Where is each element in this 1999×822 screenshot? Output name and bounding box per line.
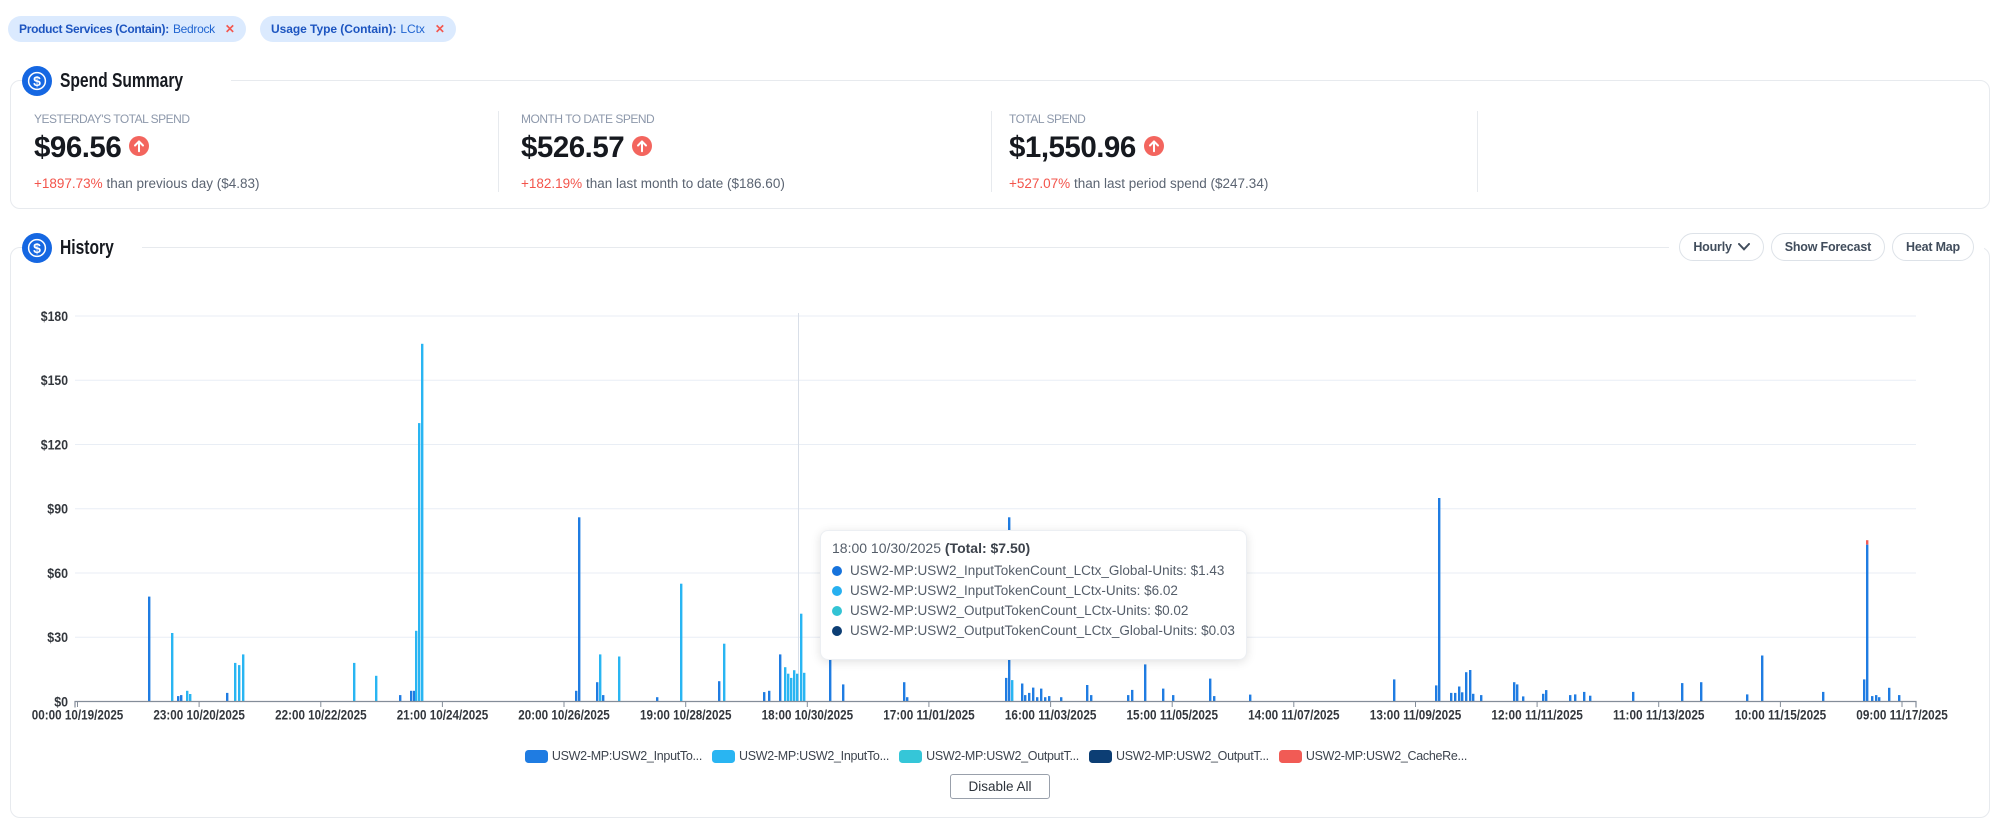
svg-text:$: $ — [33, 73, 41, 89]
svg-text:20:00 10/26/2025: 20:00 10/26/2025 — [518, 707, 610, 723]
svg-text:16:00 11/03/2025: 16:00 11/03/2025 — [1005, 707, 1097, 723]
svg-text:$120: $120 — [41, 437, 68, 453]
svg-text:18:00 10/30/2025: 18:00 10/30/2025 — [762, 707, 854, 723]
svg-text:22:00 10/22/2025: 22:00 10/22/2025 — [275, 707, 367, 723]
svg-text:$90: $90 — [47, 501, 68, 517]
svg-text:11:00 11/13/2025: 11:00 11/13/2025 — [1613, 707, 1705, 723]
svg-text:$: $ — [33, 240, 41, 256]
svg-text:23:00 10/20/2025: 23:00 10/20/2025 — [153, 707, 245, 723]
svg-text:$150: $150 — [41, 372, 68, 388]
svg-text:19:00 10/28/2025: 19:00 10/28/2025 — [640, 707, 732, 723]
svg-text:15:00 11/05/2025: 15:00 11/05/2025 — [1127, 707, 1219, 723]
svg-text:12:00 11/11/2025: 12:00 11/11/2025 — [1491, 707, 1583, 723]
svg-text:09:00 11/17/2025: 09:00 11/17/2025 — [1856, 707, 1948, 723]
svg-text:$0: $0 — [54, 694, 68, 710]
svg-text:14:00 11/07/2025: 14:00 11/07/2025 — [1248, 707, 1340, 723]
svg-text:$60: $60 — [47, 565, 68, 581]
svg-text:17:00 11/01/2025: 17:00 11/01/2025 — [883, 707, 975, 723]
svg-text:10:00 11/15/2025: 10:00 11/15/2025 — [1735, 707, 1827, 723]
svg-text:21:00 10/24/2025: 21:00 10/24/2025 — [397, 707, 489, 723]
svg-text:$180: $180 — [41, 308, 68, 324]
svg-text:13:00 11/09/2025: 13:00 11/09/2025 — [1370, 707, 1462, 723]
svg-text:00:00 10/19/2025: 00:00 10/19/2025 — [32, 707, 124, 723]
svg-text:$30: $30 — [47, 629, 68, 645]
